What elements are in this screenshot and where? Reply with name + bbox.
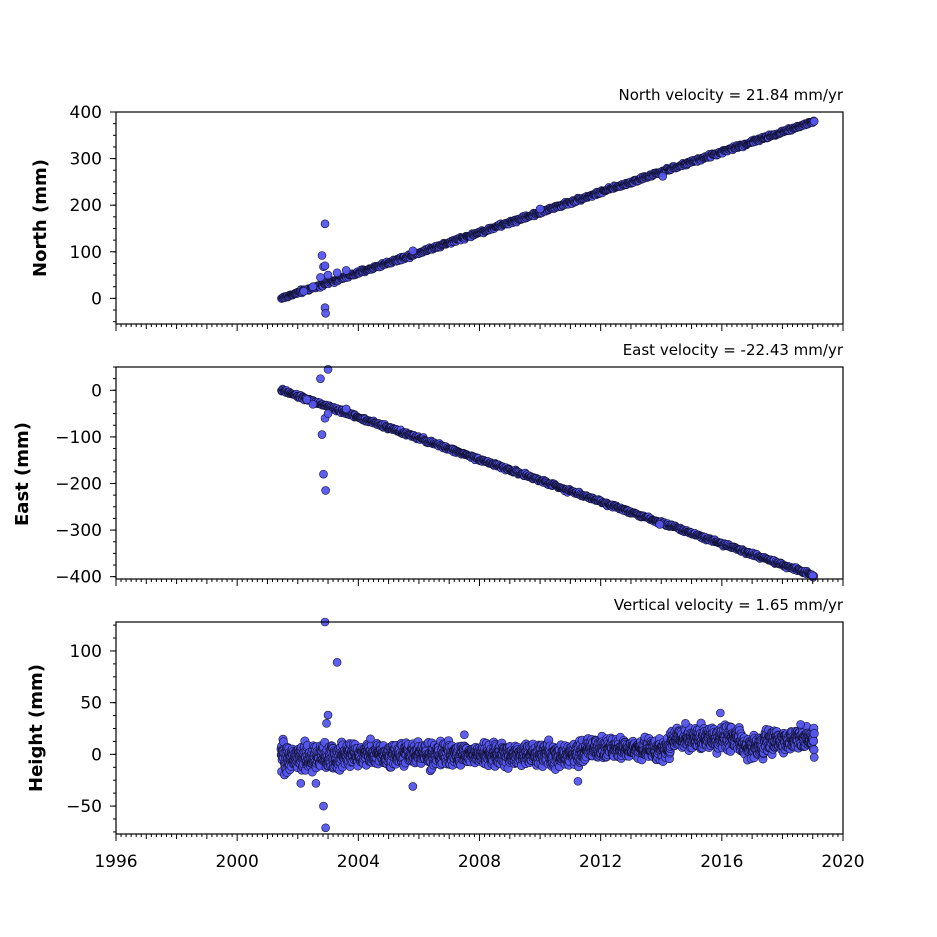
height-outlier-point — [311, 779, 321, 788]
height-outlier-point — [321, 823, 330, 833]
north-y-tick-label: 400 — [70, 103, 102, 123]
height-y-tick-label: 0 — [91, 745, 102, 765]
height-x-tick-label: 2020 — [821, 852, 864, 872]
north-outlier-point — [299, 287, 309, 296]
height-outlier-point — [323, 710, 333, 720]
east-y-tick-label: −100 — [55, 428, 102, 448]
east-outlier-point — [655, 520, 665, 529]
north-velocity-label: North velocity = 21.84 mm/yr — [619, 86, 844, 104]
height-outlier-point — [366, 734, 375, 744]
height-outlier-point — [573, 776, 583, 786]
north-outlier-point — [341, 266, 351, 275]
height-outlier-point — [322, 719, 331, 728]
east-y-tick-label: 0 — [91, 381, 102, 401]
north-outlier-point — [658, 172, 668, 181]
north-outlier-point — [535, 204, 545, 214]
height-outlier-point — [319, 801, 328, 811]
north-y-tick-label: 100 — [70, 243, 102, 263]
north-y-axis-label: North (mm) — [30, 159, 51, 277]
north-outlier-point — [321, 308, 330, 318]
height-outlier-point — [460, 730, 469, 740]
north-outlier-point — [317, 251, 327, 260]
east-outlier-point — [319, 469, 328, 479]
height-outlier-point — [408, 782, 418, 791]
height-y-tick-label: −50 — [66, 797, 102, 817]
north-y-tick-label: 300 — [70, 150, 102, 170]
north-outlier-point — [320, 261, 330, 271]
north-outlier-point — [809, 117, 819, 126]
east-y-tick-label: −300 — [55, 521, 102, 541]
east-velocity-label: East velocity = -22.43 mm/yr — [623, 341, 844, 359]
east-outlier-point — [316, 374, 325, 383]
north-outlier-point — [323, 270, 333, 280]
north-outlier-point — [332, 268, 342, 278]
height-outlier-point — [716, 708, 725, 718]
height-y-tick-label: 100 — [70, 642, 102, 662]
north-y-tick-label: 0 — [91, 289, 102, 309]
east-y-tick-label: −400 — [55, 568, 102, 588]
height-x-tick-label: 1996 — [94, 852, 137, 872]
height-y-axis-label: Height (mm) — [26, 664, 47, 792]
north-outlier-point — [308, 282, 318, 292]
height-y-tick-label: 50 — [80, 694, 102, 714]
vertical-velocity-label: Vertical velocity = 1.65 mm/yr — [614, 596, 844, 614]
height-point — [809, 736, 819, 746]
east-outlier-point — [317, 430, 327, 439]
height-outlier-point — [809, 753, 819, 762]
east-outlier-point — [302, 395, 312, 404]
east-outlier-point — [323, 409, 333, 418]
east-outlier-point — [321, 486, 330, 495]
north-points — [277, 116, 819, 318]
height-outlier-point — [681, 719, 690, 728]
height-point — [809, 729, 819, 739]
north-outlier-point — [408, 246, 418, 256]
north-y-tick-label: 200 — [70, 196, 102, 216]
height-x-tick-label: 2008 — [458, 852, 501, 872]
height-outlier-point — [296, 779, 306, 788]
height-outlier-point — [796, 720, 805, 729]
east-outlier-point — [341, 404, 351, 414]
east-y-axis-label: East (mm) — [12, 422, 33, 526]
east-y-tick-label: −200 — [55, 474, 102, 494]
height-x-tick-label: 2012 — [579, 852, 622, 872]
north-outlier-point — [316, 273, 325, 282]
north-outlier-point — [320, 219, 330, 229]
height-point — [809, 745, 819, 755]
height-outlier-point — [332, 658, 342, 667]
height-x-tick-label: 2016 — [700, 852, 743, 872]
north-panel: North velocity = 21.84 mm/yr North (mm) … — [30, 86, 844, 331]
height-x-tick-label: 2004 — [337, 852, 380, 872]
height-x-tick-label: 2000 — [216, 852, 259, 872]
